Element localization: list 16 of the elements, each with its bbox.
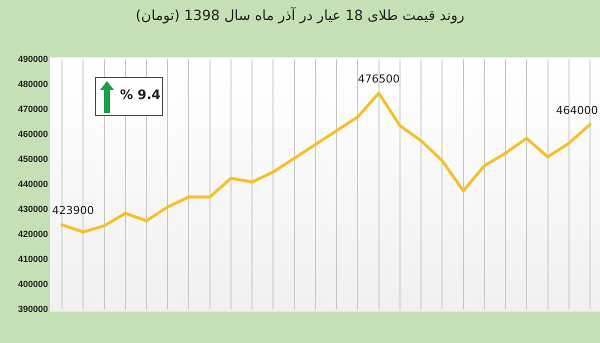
y-tick-label: 400000 xyxy=(18,279,48,290)
y-tick-label: 430000 xyxy=(18,204,48,214)
y-tick-label: 490000 xyxy=(18,54,48,64)
y-tick-label: 460000 xyxy=(18,128,48,139)
y-tick-label: 470000 xyxy=(18,104,48,114)
data-label: 423900 xyxy=(52,204,94,218)
data-label: 476500 xyxy=(358,72,400,86)
y-tick-label: 410000 xyxy=(18,254,48,264)
annotation: % 9.4 xyxy=(120,88,161,103)
y-tick-label: 390000 xyxy=(18,304,48,314)
y-tick-label: 450000 xyxy=(18,154,48,164)
chart-title: روند قیمت طلای 18 عیار در آذر ماه سال 1398 (تومان) xyxy=(134,8,466,24)
y-tick-label: 440000 xyxy=(18,178,48,189)
y-tick-label: 420000 xyxy=(18,229,48,240)
data-label: 464000 xyxy=(556,104,598,117)
y-tick-label: 480000 xyxy=(18,78,48,89)
